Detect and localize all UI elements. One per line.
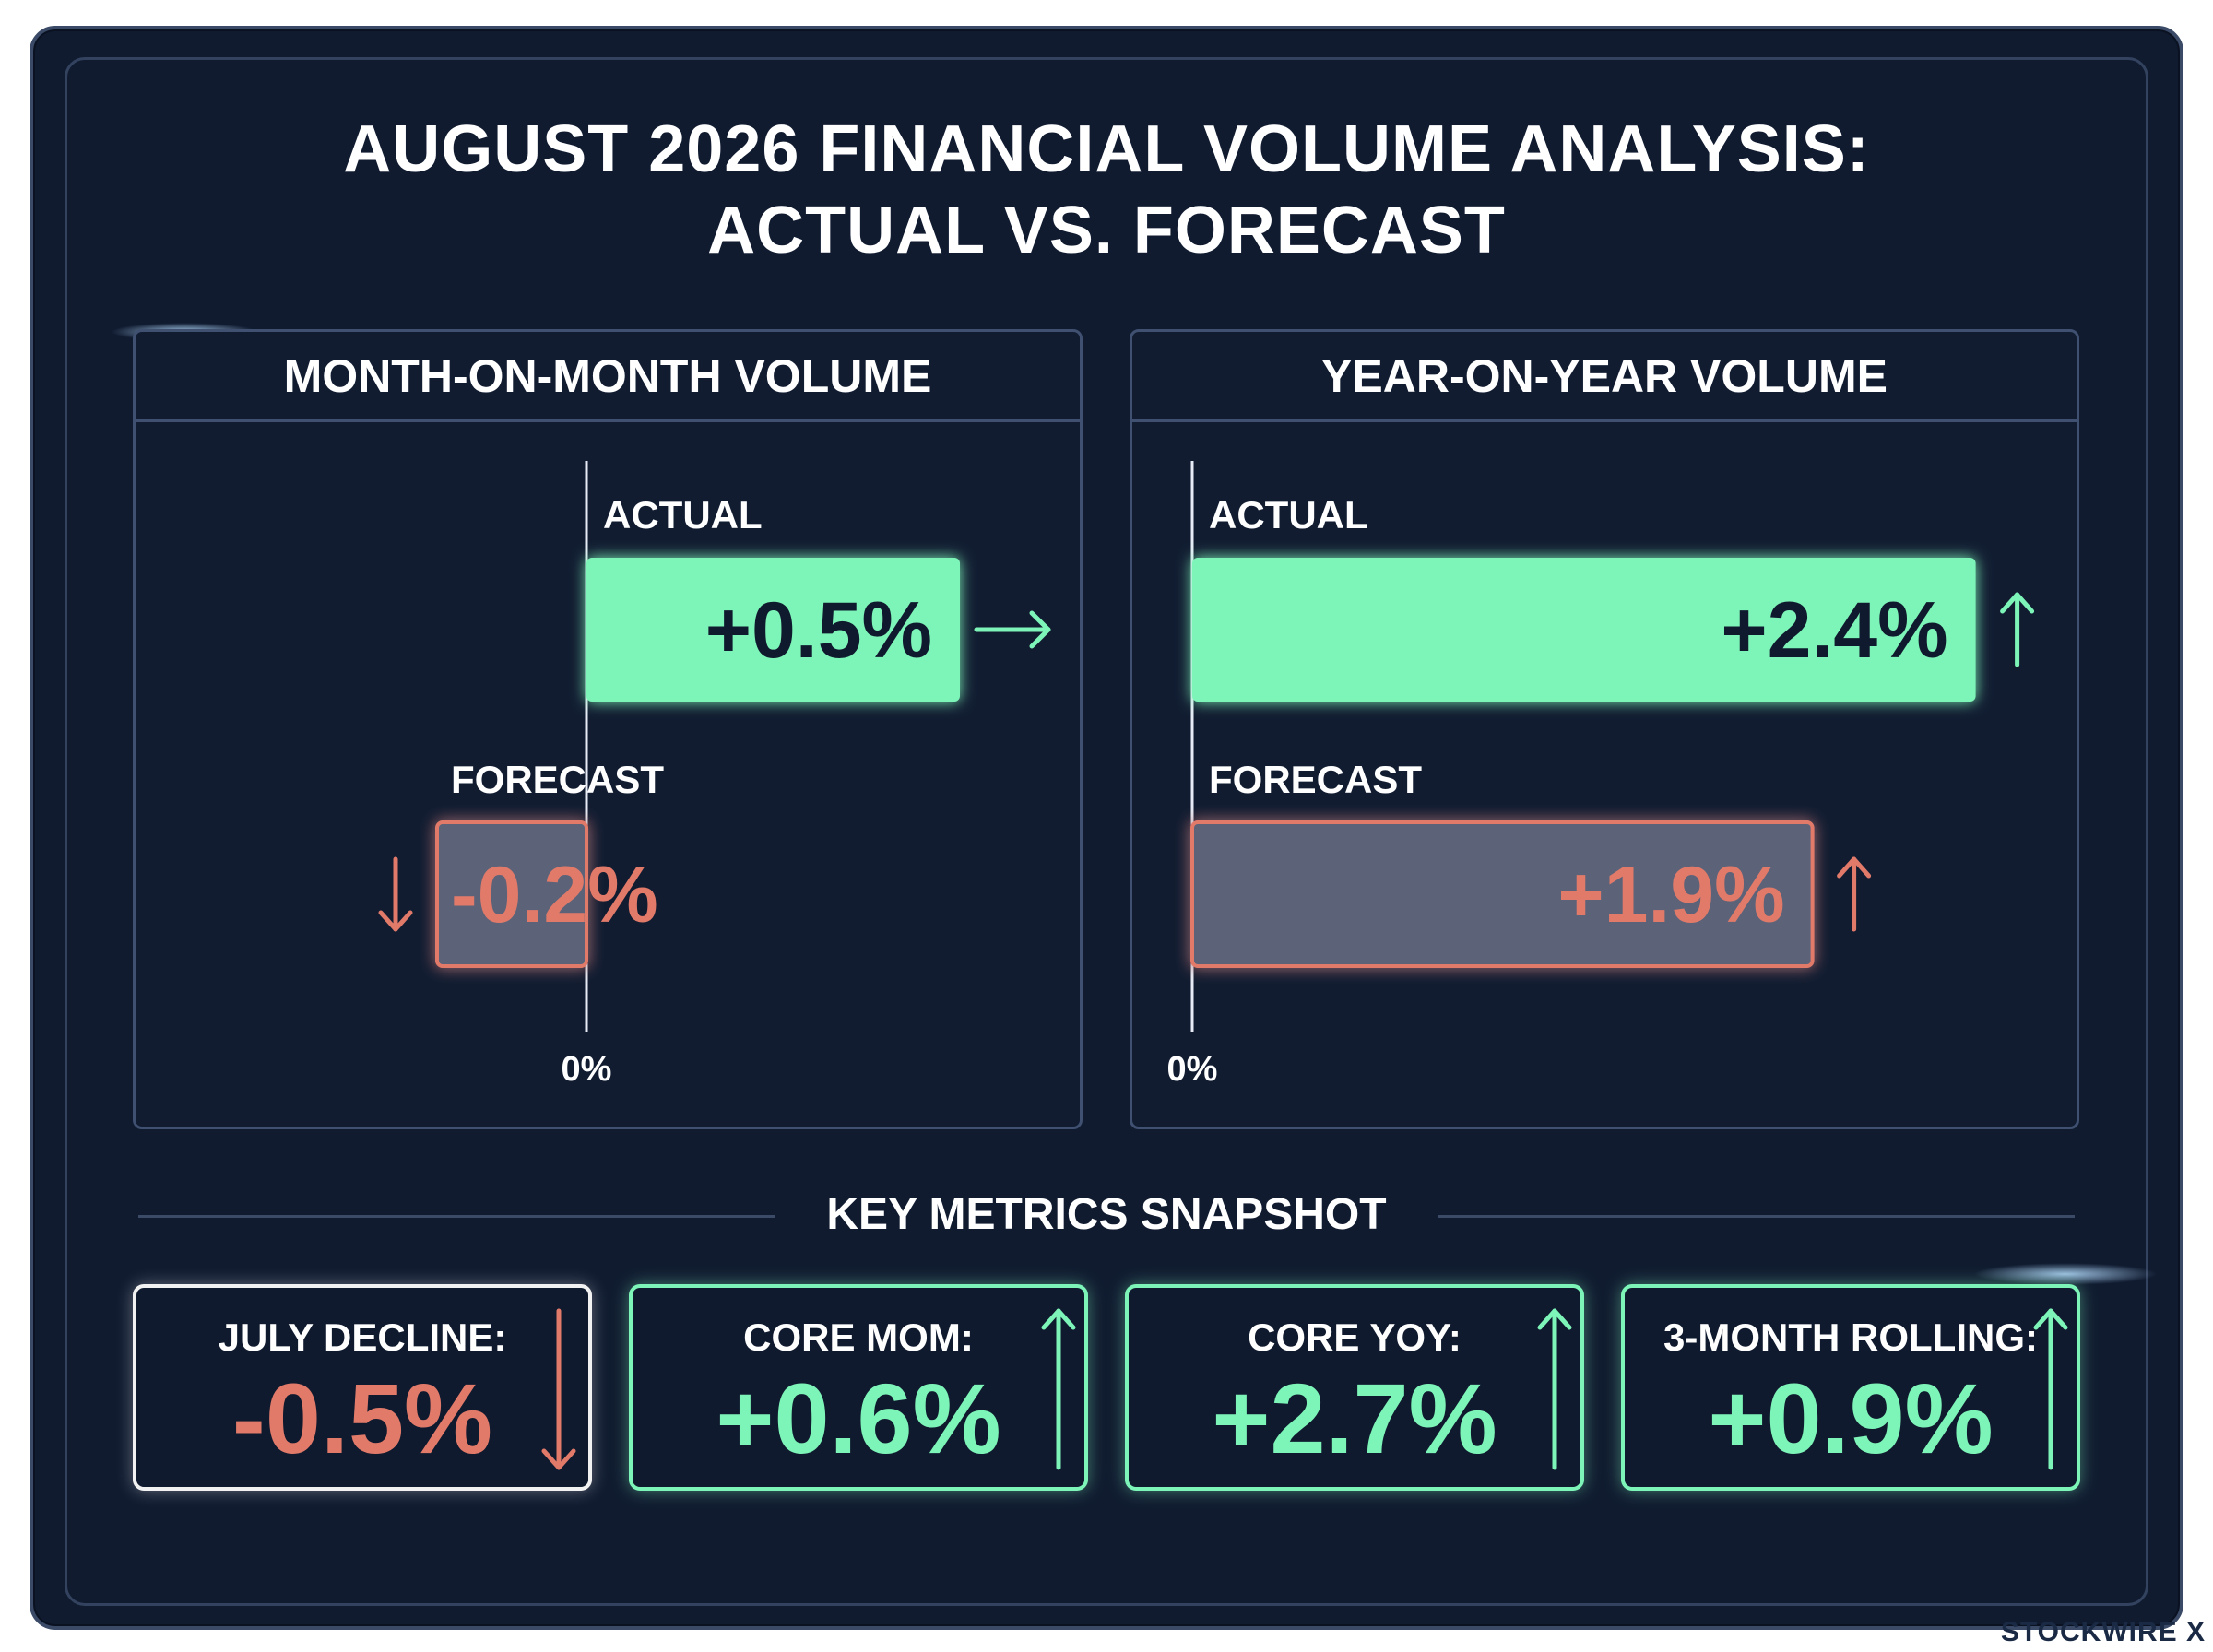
yoy-bar-group-actual: ACTUAL +2.4% bbox=[1192, 493, 2035, 702]
mom-trend-forecast bbox=[378, 856, 413, 932]
arrow-up-icon-shape bbox=[2033, 1308, 2068, 1470]
mom-bar-group-actual: ACTUAL +0.5% bbox=[586, 493, 1051, 702]
dashboard-inner-frame bbox=[65, 57, 2148, 1606]
yoy-label-actual: ACTUAL bbox=[1209, 493, 1368, 537]
snapshot-title: KEY METRICS SNAPSHOT bbox=[826, 1190, 1387, 1239]
yoy-bar-actual bbox=[1192, 558, 1976, 702]
yoy-chart-panel: YEAR-ON-YEAR VOLUME 0% ACTUAL +2.4% FORECAS… bbox=[1130, 329, 2079, 1129]
main-title: AUGUST 2026 FINANCIAL VOLUME ANALYSIS: A… bbox=[92, 109, 2121, 271]
arrow-down-icon bbox=[541, 1308, 576, 1470]
mom-zero-label: 0% bbox=[562, 1050, 612, 1089]
arrow-up-icon bbox=[2033, 1308, 2068, 1470]
yoy-value-actual: +2.4% bbox=[1721, 586, 1947, 675]
arrow-up-icon bbox=[1537, 1308, 1572, 1470]
main-title-line-1: AUGUST 2026 FINANCIAL VOLUME ANALYSIS: bbox=[343, 112, 1870, 186]
metric-label: CORE YOY: bbox=[1248, 1316, 1462, 1359]
mom-bar-group-forecast: FORECAST -0.2% bbox=[378, 758, 664, 968]
mom-bar-chart: 0% ACTUAL +0.5% FORECAST -0.2% bbox=[378, 461, 1051, 1089]
arrow-up-icon-shape bbox=[1537, 1308, 1572, 1470]
mom-chart-panel: MONTH-ON-MONTH VOLUME 0% ACTUAL +0.5% FOREC… bbox=[133, 329, 1083, 1129]
metric-value: +0.9% bbox=[1708, 1363, 1994, 1474]
arrow-up-icon-shape bbox=[1041, 1308, 1076, 1470]
yoy-label-forecast: FORECAST bbox=[1209, 758, 1422, 801]
mom-chart-title: MONTH-ON-MONTH VOLUME bbox=[136, 332, 1080, 422]
metric-value: -0.5% bbox=[231, 1363, 493, 1474]
arrow-down-icon-shape bbox=[541, 1308, 576, 1470]
snapshot-divider-left bbox=[138, 1215, 775, 1218]
mom-value-actual: +0.5% bbox=[705, 586, 932, 675]
yoy-bar-group-forecast: FORECAST +1.9% bbox=[1190, 758, 1872, 968]
metric-label: CORE MOM: bbox=[743, 1316, 974, 1359]
metric-card-1: JULY DECLINE: -0.5% bbox=[133, 1284, 592, 1491]
snapshot-divider-right bbox=[1438, 1215, 2075, 1218]
glow-accent-right bbox=[1973, 1263, 2158, 1285]
mom-label-forecast: FORECAST bbox=[451, 758, 664, 801]
yoy-chart-title: YEAR-ON-YEAR VOLUME bbox=[1132, 332, 2077, 422]
yoy-bar-forecast bbox=[1190, 820, 1815, 968]
mom-trend-actual bbox=[974, 610, 1051, 649]
metric-card-2: CORE MOM: +0.6% bbox=[629, 1284, 1088, 1491]
metric-card-3: CORE YOY: +2.7% bbox=[1125, 1284, 1584, 1491]
yoy-value-forecast: +1.9% bbox=[1557, 851, 1784, 939]
yoy-trend-forecast bbox=[1837, 856, 1872, 932]
mom-bar-forecast bbox=[435, 820, 588, 968]
mom-value-forecast: -0.2% bbox=[451, 851, 658, 939]
metric-value: +2.7% bbox=[1212, 1363, 1497, 1474]
mom-bar-actual bbox=[586, 558, 960, 702]
main-title-line-2: ACTUAL VS. FORECAST bbox=[707, 194, 1506, 267]
yoy-bar-chart: 0% ACTUAL +2.4% FORECAST +1.9% bbox=[1167, 461, 2035, 1089]
yoy-zero-label: 0% bbox=[1167, 1050, 1218, 1089]
arrow-up-icon bbox=[1041, 1308, 1076, 1470]
metric-card-4: 3-MONTH ROLLING: +0.9% bbox=[1621, 1284, 2080, 1491]
yoy-trend-actual bbox=[2000, 592, 2035, 667]
brand-logo: STOCKWIRE X bbox=[2000, 1617, 2206, 1647]
mom-label-actual: ACTUAL bbox=[603, 493, 763, 537]
metric-label: 3-MONTH ROLLING: bbox=[1663, 1316, 2038, 1359]
metric-label: JULY DECLINE: bbox=[218, 1316, 507, 1359]
metric-value: +0.6% bbox=[716, 1363, 1001, 1474]
